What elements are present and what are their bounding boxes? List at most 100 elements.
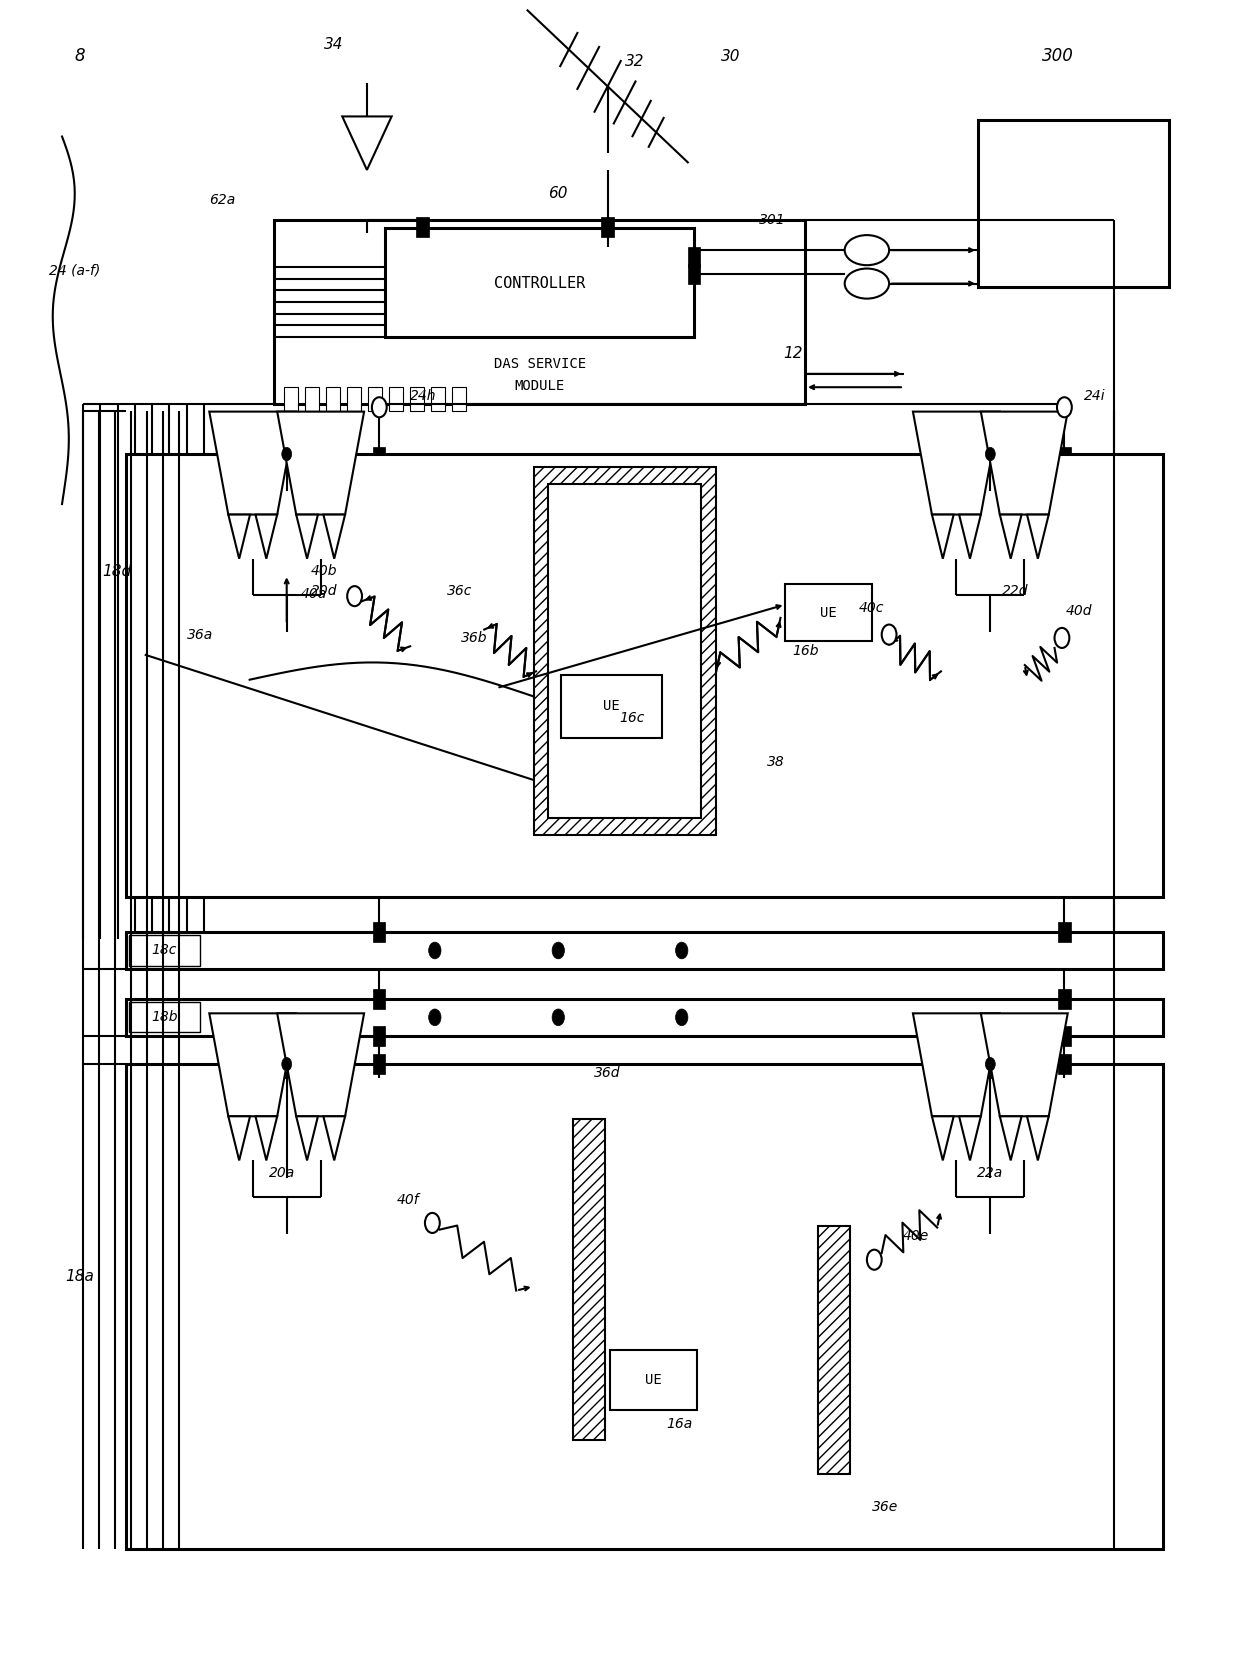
Bar — [601, 236, 614, 257]
Circle shape — [986, 448, 996, 461]
Bar — [560, 674, 662, 738]
Polygon shape — [999, 515, 1022, 558]
Text: 18b: 18b — [151, 1010, 177, 1025]
Bar — [573, 1119, 605, 1441]
Text: 20a: 20a — [269, 1166, 295, 1181]
Polygon shape — [913, 1013, 999, 1117]
Bar — [129, 1003, 201, 1033]
Circle shape — [676, 942, 688, 959]
Polygon shape — [932, 515, 954, 558]
Polygon shape — [981, 411, 1068, 515]
Text: 40d: 40d — [1066, 604, 1092, 619]
Text: 22a: 22a — [977, 1166, 1003, 1181]
Bar — [305, 387, 319, 411]
Circle shape — [1056, 397, 1071, 418]
Text: 40b: 40b — [310, 563, 337, 579]
Bar — [373, 922, 386, 942]
Text: 60: 60 — [548, 186, 568, 201]
Bar — [126, 454, 1163, 897]
Circle shape — [676, 1010, 688, 1026]
Polygon shape — [913, 411, 999, 515]
Bar — [368, 387, 382, 411]
Bar — [126, 999, 1163, 1036]
Polygon shape — [1027, 1117, 1049, 1160]
Circle shape — [1054, 627, 1069, 647]
Bar — [373, 1055, 386, 1075]
Text: 16a: 16a — [666, 1417, 692, 1430]
Circle shape — [867, 1249, 882, 1269]
Text: UE: UE — [820, 605, 837, 620]
Text: 301: 301 — [759, 213, 785, 226]
Bar — [373, 989, 386, 1010]
Text: 30: 30 — [722, 49, 740, 64]
Circle shape — [986, 1058, 996, 1072]
Bar — [785, 585, 872, 641]
Text: 62a: 62a — [210, 193, 236, 206]
Circle shape — [429, 942, 441, 959]
Bar — [548, 485, 702, 818]
Text: MODULE: MODULE — [515, 379, 565, 392]
Text: 24h: 24h — [410, 389, 436, 402]
Bar — [126, 932, 1163, 969]
Polygon shape — [278, 1013, 365, 1117]
Bar — [1058, 922, 1070, 942]
Bar — [347, 387, 361, 411]
Text: 40f: 40f — [397, 1192, 419, 1206]
Polygon shape — [228, 1117, 250, 1160]
Bar — [326, 387, 340, 411]
Bar — [126, 1065, 1163, 1550]
Circle shape — [372, 397, 387, 418]
Bar — [1058, 448, 1070, 468]
Text: 8: 8 — [74, 47, 84, 65]
Text: 18c: 18c — [151, 944, 177, 958]
Bar — [432, 387, 445, 411]
Bar — [1058, 1055, 1070, 1075]
Circle shape — [281, 1058, 291, 1072]
Text: CONTROLLER: CONTROLLER — [494, 277, 585, 292]
Bar — [978, 119, 1169, 287]
Polygon shape — [324, 1117, 345, 1160]
Polygon shape — [999, 1117, 1022, 1160]
Polygon shape — [959, 515, 981, 558]
Circle shape — [347, 587, 362, 605]
Text: 22d: 22d — [1002, 584, 1028, 599]
Bar — [373, 448, 386, 468]
Bar — [453, 387, 466, 411]
Circle shape — [425, 1212, 440, 1233]
Text: 16b: 16b — [792, 644, 818, 659]
Text: 36d: 36d — [594, 1065, 621, 1080]
Text: 38: 38 — [766, 755, 785, 768]
Bar — [688, 263, 701, 283]
Polygon shape — [932, 1117, 954, 1160]
Polygon shape — [296, 1117, 317, 1160]
Bar — [1058, 989, 1070, 1010]
Text: UE: UE — [603, 699, 620, 713]
Bar — [361, 223, 373, 243]
Circle shape — [429, 1010, 441, 1026]
Bar — [129, 936, 201, 966]
Text: 34: 34 — [324, 37, 343, 52]
Bar — [1058, 1026, 1070, 1046]
Text: 18a: 18a — [64, 1269, 94, 1285]
Text: 36c: 36c — [446, 584, 472, 599]
Bar — [373, 1026, 386, 1046]
Text: 16c: 16c — [620, 711, 645, 724]
Polygon shape — [324, 515, 345, 558]
Polygon shape — [210, 1013, 296, 1117]
Bar — [410, 387, 424, 411]
Bar — [601, 216, 614, 236]
Text: 300: 300 — [1043, 47, 1074, 65]
Polygon shape — [278, 411, 365, 515]
Circle shape — [882, 624, 897, 644]
Text: DAS SERVICE: DAS SERVICE — [494, 357, 585, 371]
Bar — [386, 228, 694, 337]
Polygon shape — [255, 515, 278, 558]
Circle shape — [281, 448, 291, 461]
Text: 32: 32 — [625, 54, 645, 69]
Polygon shape — [210, 411, 296, 515]
Polygon shape — [959, 1117, 981, 1160]
Text: 24 (a-f): 24 (a-f) — [48, 263, 100, 277]
Text: 18d: 18d — [102, 563, 131, 579]
Text: 36b: 36b — [461, 631, 487, 646]
Text: 20d: 20d — [310, 584, 337, 599]
